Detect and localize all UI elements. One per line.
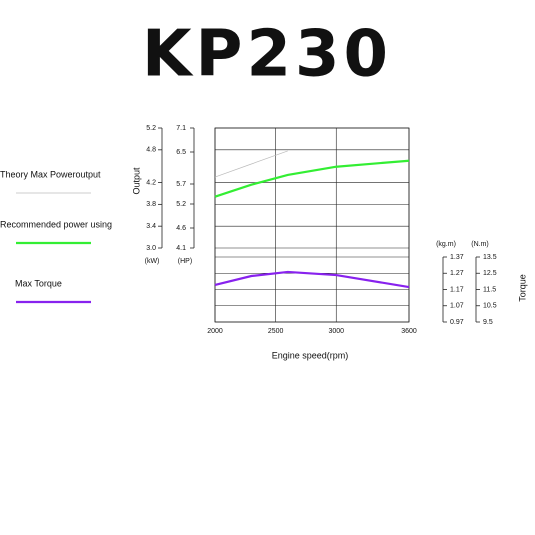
- kgm-axis-tick-label: 1.07: [450, 303, 464, 310]
- y-unit: (kW): [145, 258, 160, 265]
- kgm-axis-tick-label: 1.27: [450, 270, 464, 277]
- y-axis-label: Output: [131, 167, 141, 195]
- x-tick-label: 3600: [401, 328, 417, 335]
- x-tick-label: 2000: [207, 328, 223, 335]
- hp-axis-tick-label: 4.6: [176, 225, 186, 232]
- hp-axis-tick-label: 4.1: [176, 245, 186, 252]
- hp-axis-tick-label: 5.7: [176, 181, 186, 188]
- kgm-axis-tick-label: 1.17: [450, 286, 464, 293]
- y2-axis-tick-label: 13.5: [483, 254, 497, 261]
- chart-title: KP230: [142, 18, 392, 92]
- x-tick-label: 2500: [268, 328, 284, 335]
- hp-axis-tick-label: 7.1: [176, 125, 186, 132]
- hp-unit: (HP): [178, 258, 192, 265]
- series-line: [214, 150, 288, 178]
- y2-axis-tick-label: 11.5: [483, 286, 496, 293]
- series-line: [214, 159, 410, 198]
- legend-label: Max Torque: [15, 278, 62, 288]
- y2-axis-label: Torque: [517, 274, 527, 302]
- kgm-axis-tick-label: 0.97: [450, 319, 464, 326]
- y-axis-tick-label: 3.0: [146, 245, 156, 252]
- y2-unit: (N.m): [471, 241, 489, 248]
- legend-label: Recommended power using: [0, 219, 112, 229]
- x-axis-label: Engine speed(rpm): [272, 350, 349, 360]
- x-tick-label: 3000: [328, 328, 344, 335]
- series-line: [214, 270, 410, 289]
- kgm-axis-tick-label: 1.37: [450, 254, 464, 261]
- hp-axis-tick-label: 5.2: [176, 201, 186, 208]
- y-axis-tick-label: 4.8: [146, 147, 156, 154]
- legend-label: Theory Max Poweroutput: [0, 169, 101, 179]
- kgm-unit: (kg.m): [436, 241, 456, 248]
- hp-axis-tick-label: 6.5: [176, 149, 186, 156]
- y2-axis-tick-label: 12.5: [483, 270, 497, 277]
- plot-frame: [214, 127, 410, 323]
- y2-axis-tick-label: 9.5: [483, 319, 493, 326]
- y-axis-tick-label: 3.4: [146, 223, 156, 230]
- y-axis-tick-label: 5.2: [146, 125, 156, 132]
- y-axis-tick-label: 3.8: [146, 201, 156, 208]
- y2-axis-tick-label: 10.5: [483, 303, 497, 310]
- y-axis-tick-label: 4.2: [146, 179, 156, 186]
